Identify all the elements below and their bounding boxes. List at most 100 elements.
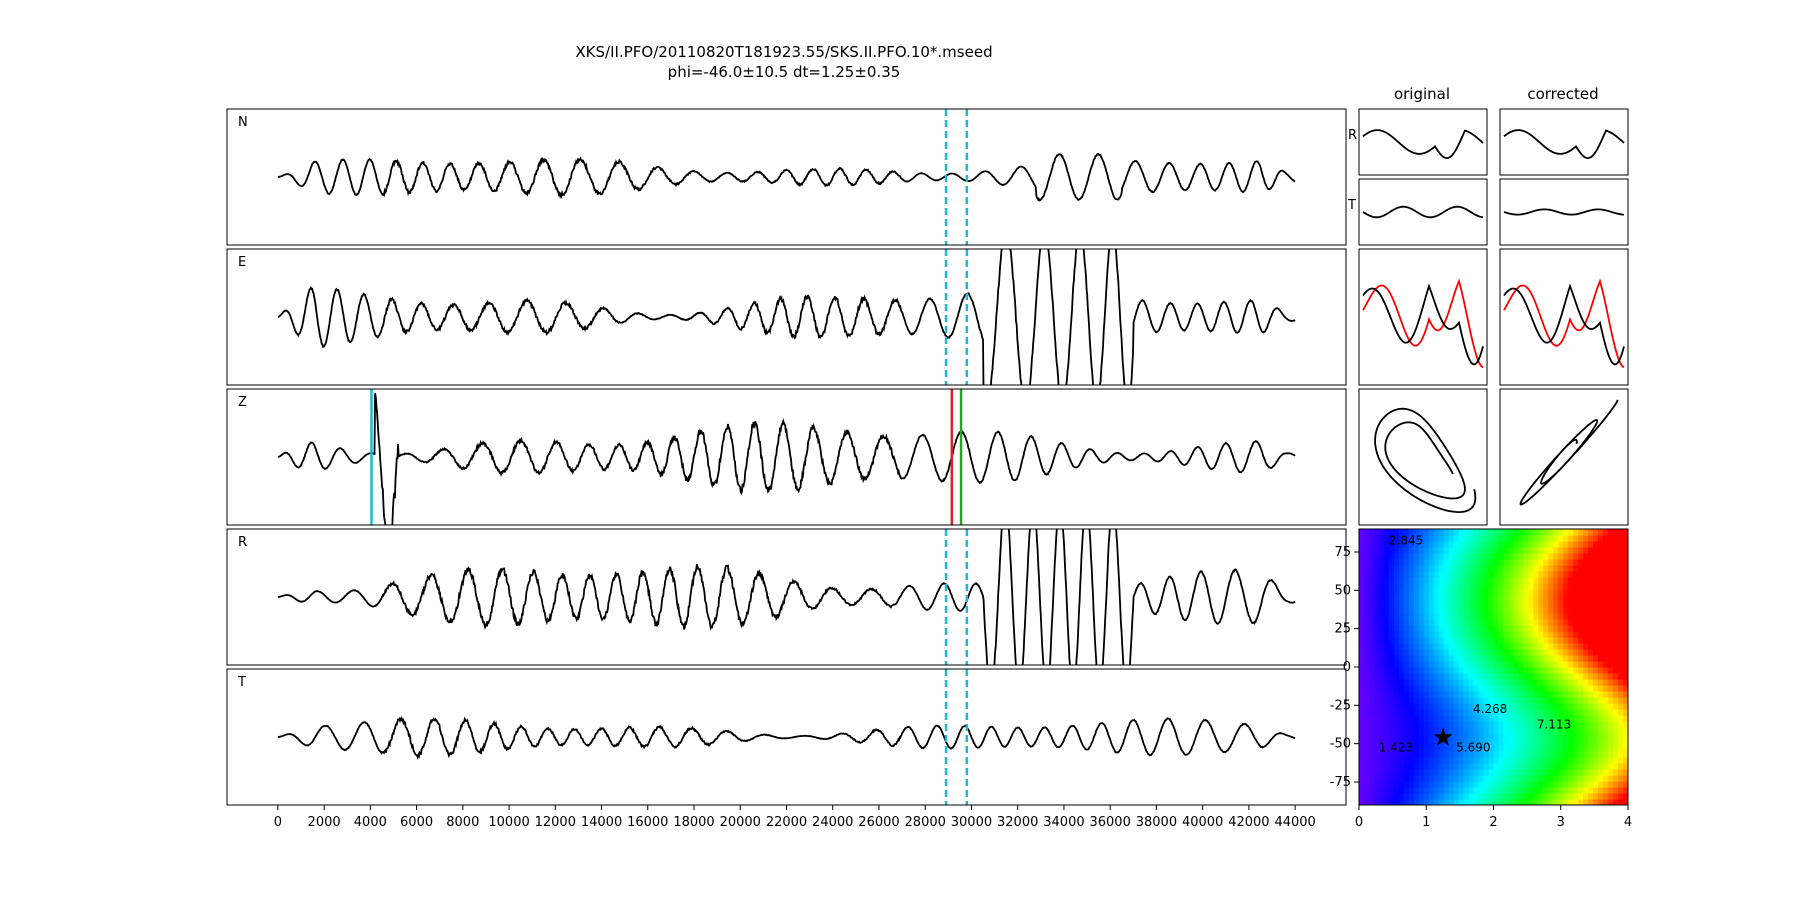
heatmap-cell bbox=[1473, 763, 1480, 770]
heatmap-cell bbox=[1438, 685, 1445, 692]
heatmap-cell bbox=[1443, 667, 1450, 674]
heatmap-cell bbox=[1388, 619, 1395, 626]
heatmap-cell bbox=[1603, 571, 1609, 578]
heatmap-cell bbox=[1623, 709, 1628, 716]
heatmap-cell bbox=[1618, 619, 1624, 626]
heatmap-cell bbox=[1533, 757, 1539, 764]
heatmap-cell bbox=[1373, 799, 1380, 805]
heatmap-cell bbox=[1538, 607, 1544, 614]
heatmap-cell bbox=[1548, 565, 1554, 572]
heatmap-cell bbox=[1448, 655, 1455, 662]
heatmap-cell bbox=[1573, 781, 1579, 788]
heatmap-cell bbox=[1408, 685, 1415, 692]
heatmap-cell bbox=[1418, 541, 1425, 548]
heatmap-cell bbox=[1403, 709, 1410, 716]
heatmap-cell bbox=[1543, 655, 1549, 662]
heatmap-cell bbox=[1433, 769, 1440, 776]
heatmap-cell bbox=[1513, 745, 1519, 752]
heatmap-cell bbox=[1483, 721, 1490, 728]
heatmap-cell bbox=[1433, 697, 1440, 704]
heatmap-cell bbox=[1403, 697, 1410, 704]
heatmap-cell bbox=[1403, 769, 1410, 776]
heatmap-cell bbox=[1513, 559, 1519, 566]
heatmap-cell bbox=[1568, 589, 1574, 596]
heatmap-cell bbox=[1528, 559, 1534, 566]
heatmap-cell bbox=[1438, 787, 1445, 794]
heatmap-cell bbox=[1598, 529, 1604, 536]
heatmap-cell bbox=[1623, 673, 1628, 680]
heatmap-cell bbox=[1593, 595, 1599, 602]
heatmap-cell bbox=[1538, 733, 1544, 740]
heatmap-cell bbox=[1568, 691, 1574, 698]
heatmap-cell bbox=[1508, 607, 1514, 614]
heatmap-cell bbox=[1508, 553, 1514, 560]
heatmap-cell bbox=[1383, 583, 1390, 590]
heatmap-cell bbox=[1548, 649, 1554, 656]
heatmap-cell bbox=[1553, 643, 1559, 650]
heatmap-cell bbox=[1593, 733, 1599, 740]
heatmap-cell bbox=[1413, 649, 1420, 656]
heatmap-cell bbox=[1428, 673, 1435, 680]
heatmap-cell bbox=[1608, 655, 1614, 662]
heatmap-cell bbox=[1413, 631, 1420, 638]
heatmap-cell bbox=[1398, 625, 1405, 632]
heatmap-cell bbox=[1543, 529, 1549, 536]
heatmap-cell bbox=[1369, 685, 1375, 692]
heatmap-cell bbox=[1388, 613, 1395, 620]
heatmap-cell bbox=[1408, 697, 1415, 704]
heatmap-cell bbox=[1408, 607, 1415, 614]
heatmap-cell bbox=[1498, 619, 1505, 626]
heatmap-cell bbox=[1483, 607, 1490, 614]
heatmap-cell bbox=[1433, 775, 1440, 782]
heatmap-cell bbox=[1418, 763, 1425, 770]
heatmap-cell bbox=[1403, 649, 1410, 656]
heatmap-cell bbox=[1583, 697, 1589, 704]
heatmap-cell bbox=[1458, 757, 1465, 764]
heatmap-cell bbox=[1503, 769, 1510, 776]
heatmap-cell bbox=[1473, 553, 1480, 560]
heatmap-cell bbox=[1378, 697, 1385, 704]
heatmap-cell bbox=[1448, 589, 1455, 596]
heatmap-cell bbox=[1623, 787, 1628, 794]
heatmap-cell bbox=[1613, 577, 1619, 584]
heatmap-cell bbox=[1583, 769, 1589, 776]
heatmap-cell bbox=[1438, 583, 1445, 590]
heatmap-cell bbox=[1418, 631, 1425, 638]
heatmap-cell bbox=[1398, 691, 1405, 698]
heatmap-cell bbox=[1403, 685, 1410, 692]
heatmap-cell bbox=[1443, 619, 1450, 626]
heatmap-cell bbox=[1533, 739, 1539, 746]
heatmap-cell bbox=[1538, 787, 1544, 794]
heatmap-cell bbox=[1443, 793, 1450, 800]
heatmap-cell bbox=[1383, 793, 1390, 800]
heatmap-cell bbox=[1618, 775, 1624, 782]
heatmap-cell bbox=[1533, 589, 1539, 596]
heatmap-cell bbox=[1528, 709, 1534, 716]
heatmap-cell bbox=[1443, 709, 1450, 716]
heatmap-cell bbox=[1553, 589, 1559, 596]
heatmap-cell bbox=[1373, 793, 1380, 800]
heatmap-cell bbox=[1388, 643, 1395, 650]
heatmap-cell bbox=[1398, 769, 1405, 776]
heatmap-cell bbox=[1483, 625, 1490, 632]
heatmap-cell bbox=[1373, 571, 1380, 578]
heatmap-cell bbox=[1378, 619, 1385, 626]
heatmap-cell bbox=[1413, 661, 1420, 668]
heatmap-cell bbox=[1498, 541, 1505, 548]
x-tick-label: 10000 bbox=[488, 815, 529, 830]
heatmap-cell bbox=[1373, 547, 1380, 554]
heatmap-cell bbox=[1359, 769, 1365, 776]
heatmap-cell bbox=[1598, 781, 1604, 788]
heatmap-cell bbox=[1518, 661, 1524, 668]
heatmap-cell bbox=[1528, 595, 1534, 602]
heatmap-cell bbox=[1359, 565, 1365, 572]
heatmap-cell bbox=[1598, 763, 1604, 770]
heatmap-cell bbox=[1453, 751, 1460, 758]
heatmap-cell bbox=[1513, 583, 1519, 590]
heatmap-cell bbox=[1428, 571, 1435, 578]
heatmap-cell bbox=[1428, 697, 1435, 704]
heatmap-cell bbox=[1603, 625, 1609, 632]
heatmap-cell bbox=[1618, 727, 1624, 734]
heatmap-cell bbox=[1478, 673, 1485, 680]
heatmap-cell bbox=[1528, 571, 1534, 578]
